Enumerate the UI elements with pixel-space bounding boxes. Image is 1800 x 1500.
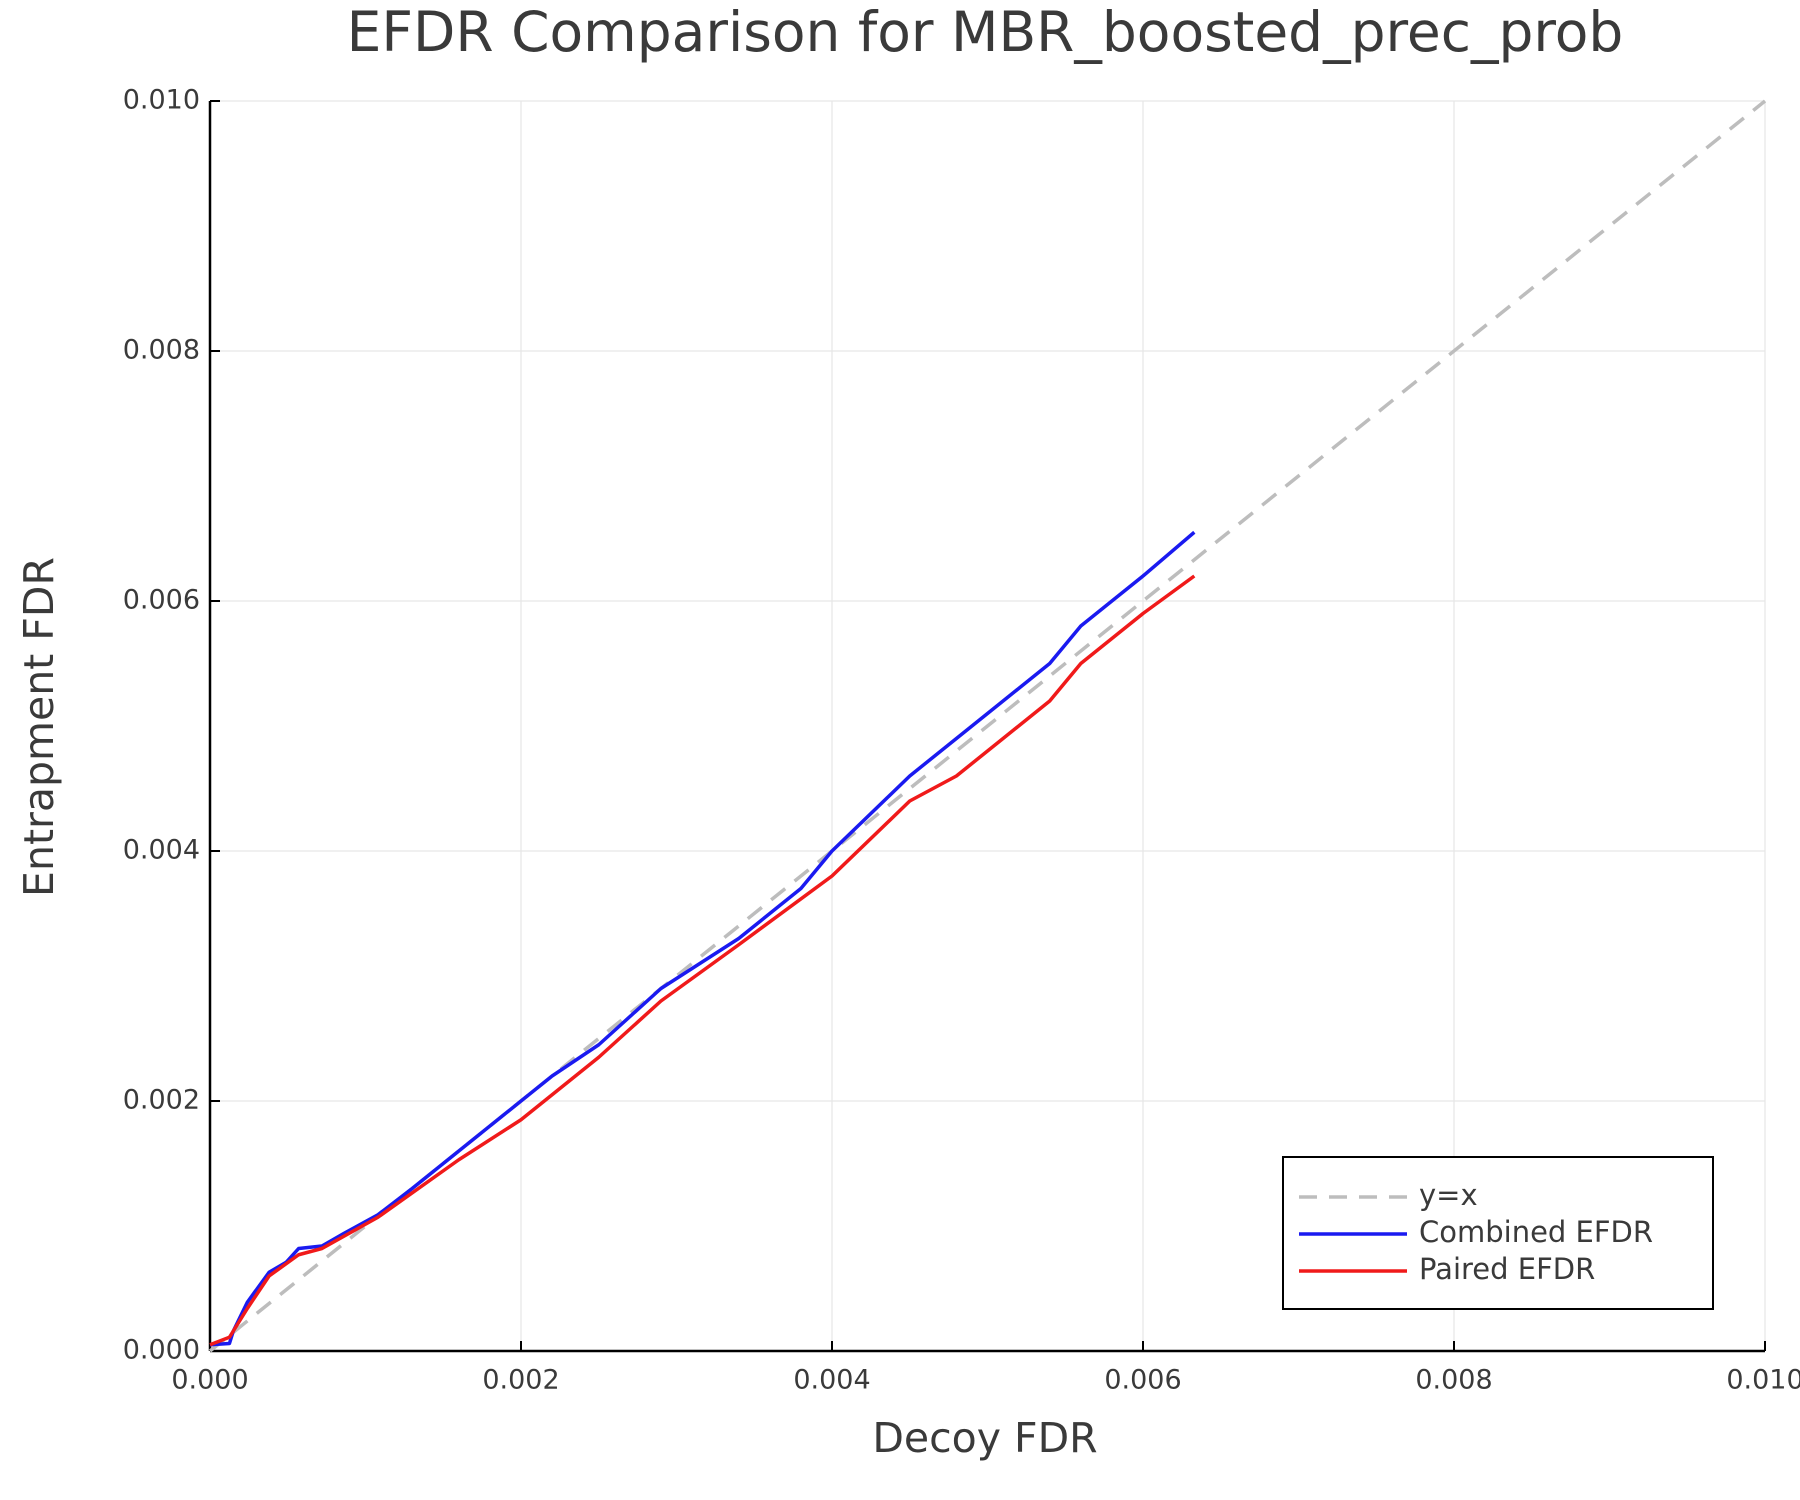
x-tick-label: 0.008 (1415, 1365, 1492, 1396)
x-tick-label: 0.004 (793, 1365, 870, 1396)
chart-title: EFDR Comparison for MBR_boosted_prec_pro… (347, 0, 1624, 64)
y-tick-label: 0.000 (123, 1335, 200, 1366)
legend-label: y=x (1419, 1178, 1478, 1212)
y-tick-label: 0.004 (123, 835, 200, 866)
x-tick-label: 0.010 (1726, 1365, 1800, 1396)
y-tick-label: 0.010 (123, 85, 200, 116)
data-line (209, 530, 1196, 1347)
data-line (209, 574, 1196, 1347)
y-tick-label: 0.006 (123, 585, 200, 616)
x-axis-label: Decoy FDR (872, 1414, 1097, 1462)
x-tick-label: 0.002 (482, 1365, 559, 1396)
y-axis-label: Entrapment FDR (15, 557, 63, 897)
legend-label: Paired EFDR (1419, 1252, 1595, 1286)
y-tick-label: 0.008 (123, 335, 200, 366)
y-tick-label: 0.002 (123, 1085, 200, 1116)
x-tick-label: 0.000 (171, 1365, 248, 1396)
legend-label: Combined EFDR (1419, 1215, 1653, 1249)
x-tick-label: 0.006 (1104, 1365, 1181, 1396)
